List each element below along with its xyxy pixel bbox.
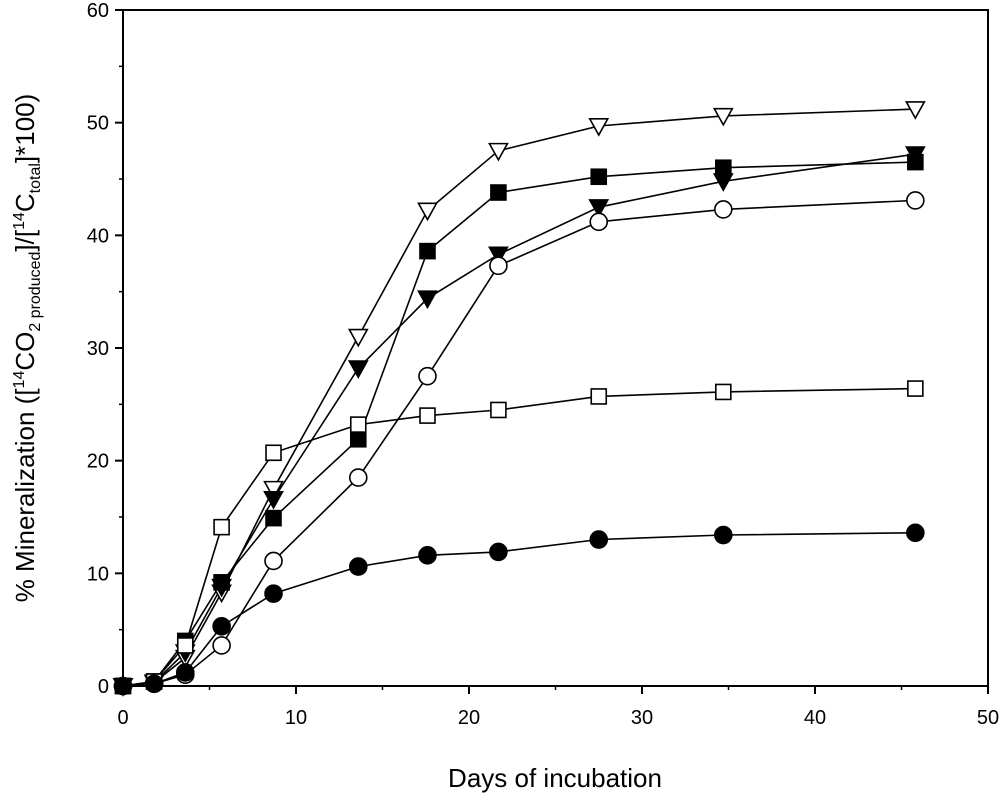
y-axis-title-mid: ]/[ — [10, 229, 40, 251]
point-filled-circle-8 — [589, 530, 609, 549]
point-open-circle-10 — [906, 191, 925, 210]
point-filled-triangle-down-5 — [347, 360, 369, 379]
point-open-triangle-down-5 — [347, 328, 369, 348]
point-open-triangle-down-6 — [417, 202, 438, 222]
y-axis-title: % Mineralization ([14CO2 produced]/[14Ct… — [10, 94, 44, 603]
point-open-square-3 — [213, 518, 230, 536]
point-open-circle-3 — [212, 636, 231, 655]
point-open-circle-5 — [348, 468, 368, 487]
point-open-square-7 — [490, 401, 507, 419]
point-filled-circle-6 — [418, 546, 437, 565]
x-tick-label-0: 0 — [117, 707, 128, 729]
y-axis-title-sup2: 14 — [11, 212, 28, 230]
point-filled-square-4 — [265, 509, 282, 527]
point-filled-square-9 — [715, 159, 732, 177]
point-filled-triangle-down-8 — [588, 199, 610, 218]
point-filled-circle-5 — [348, 557, 368, 576]
x-tick-label-50: 50 — [977, 707, 999, 729]
point-filled-circle-4 — [264, 584, 283, 603]
point-filled-square-8 — [590, 168, 608, 186]
point-filled-triangle-down-3 — [211, 578, 232, 598]
y-tick-label-0: 0 — [98, 676, 109, 698]
point-open-triangle-down-9 — [712, 107, 734, 127]
y-axis-title-prefix: % Mineralization ([ — [10, 388, 40, 603]
point-filled-square-7 — [490, 184, 507, 201]
x-tick-label-40: 40 — [804, 707, 826, 729]
point-open-circle-6 — [418, 366, 437, 386]
series-line-filled-triangle-down — [122, 153, 916, 687]
point-open-circle-7 — [489, 256, 508, 276]
point-open-square-5 — [349, 416, 367, 433]
point-filled-circle-9 — [714, 525, 733, 545]
point-open-triangle-down-10 — [904, 101, 926, 120]
x-tick-label-30: 30 — [631, 707, 653, 729]
y-tick-label-60: 60 — [87, 0, 109, 22]
point-filled-triangle-down-9 — [712, 173, 734, 192]
point-filled-circle-1 — [144, 674, 164, 694]
point-open-circle-9 — [714, 200, 733, 219]
point-open-triangle-down-8 — [588, 118, 610, 137]
y-axis-title-c: C — [10, 193, 40, 212]
y-tick-label-20: 20 — [87, 451, 109, 473]
point-filled-circle-10 — [906, 523, 925, 543]
point-open-square-9 — [715, 383, 732, 401]
point-open-square-4 — [265, 444, 282, 462]
x-tick-label-20: 20 — [458, 707, 480, 729]
point-open-square-2 — [176, 637, 194, 654]
y-axis-title-suffix: ]*100) — [10, 94, 40, 163]
point-filled-triangle-down-7 — [488, 246, 509, 266]
point-filled-square-6 — [419, 242, 436, 260]
x-axis-title: Days of incubation — [448, 763, 662, 793]
point-filled-triangle-down-6 — [417, 290, 438, 310]
point-filled-circle-7 — [489, 542, 508, 562]
y-axis-title-sub2: total — [27, 163, 44, 193]
point-filled-triangle-down-4 — [263, 490, 284, 510]
point-filled-circle-3 — [212, 616, 231, 636]
point-open-square-10 — [907, 380, 924, 397]
y-axis-title-sup1: 14 — [11, 371, 28, 389]
point-open-square-8 — [590, 388, 608, 405]
point-filled-triangle-down-10 — [904, 146, 926, 165]
y-tick-label-50: 50 — [87, 113, 109, 135]
x-tick-label-10: 10 — [285, 707, 307, 729]
y-tick-label-40: 40 — [87, 225, 109, 247]
series-line-open-square — [122, 387, 916, 687]
series-layer — [112, 101, 926, 697]
series-line-filled-circle — [122, 532, 916, 687]
point-open-triangle-down-7 — [488, 142, 509, 162]
series-line-filled-square — [122, 161, 916, 687]
y-tick-label-10: 10 — [87, 563, 109, 585]
axes-layer: 0 10 20 30 40 50 0 10 20 30 40 50 60 — [87, 0, 999, 729]
point-open-circle-8 — [589, 212, 609, 232]
point-open-square-6 — [419, 407, 436, 424]
y-axis-title-sub1: 2 produced — [27, 252, 44, 332]
y-axis-title-co: CO — [10, 332, 40, 371]
point-filled-circle-2 — [175, 663, 195, 682]
y-tick-label-30: 30 — [87, 338, 109, 360]
point-open-circle-4 — [264, 551, 283, 571]
series-line-open-triangle-down — [122, 108, 916, 687]
point-open-triangle-down-4 — [263, 480, 284, 500]
point-filled-square-5 — [349, 430, 367, 448]
